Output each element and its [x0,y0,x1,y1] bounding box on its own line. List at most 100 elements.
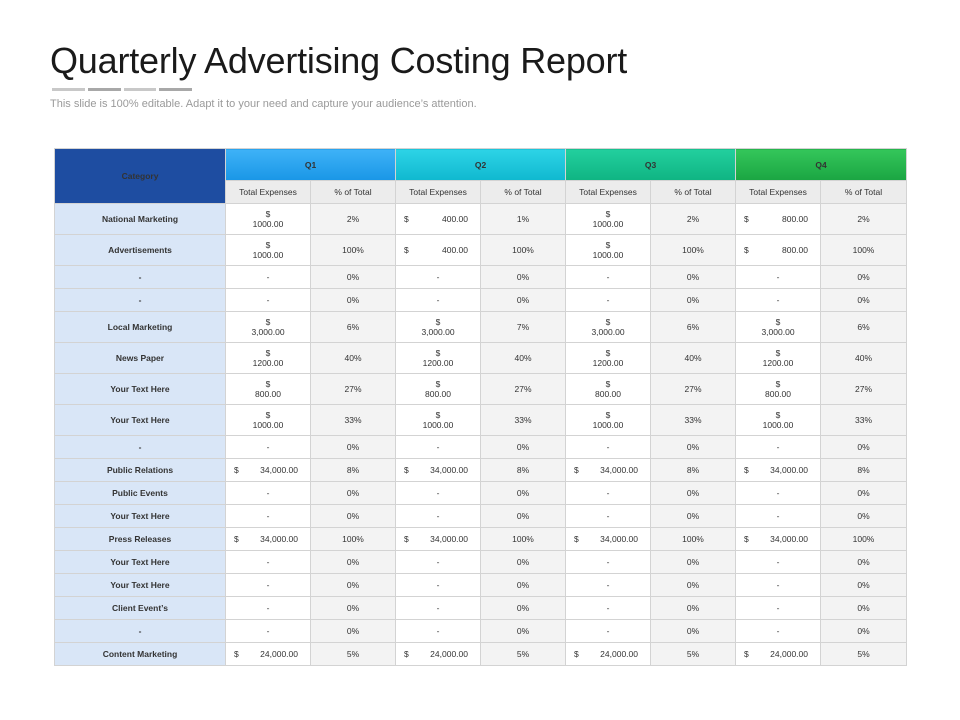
q2-percent-of-total-cell: 8% [480,458,566,482]
q3-total-expenses-cell: - [565,265,651,289]
currency-symbol: $ [744,649,749,659]
amount-value: 1000.00 [252,250,284,260]
amount-value: 800.00 [782,245,808,255]
q1-percent-of-total-cell: 0% [310,573,396,597]
amount-value: 3,000.00 [591,327,625,337]
amount-value: 800.00 [765,389,791,399]
amount-value: 34,000.00 [430,465,468,475]
currency-symbol: $ [404,534,409,544]
category-cell: Public Events [54,481,226,505]
currency-symbol: $ [404,649,409,659]
subheader-percent-of-total: % of Total [820,180,907,204]
currency-symbol: $ [265,317,271,327]
currency-symbol: $ [744,214,749,224]
q1-total-expenses-cell: $1000.00 [225,203,311,235]
q1-total-expenses-cell: $1200.00 [225,342,311,374]
q4-percent-of-total-cell: 33% [820,404,907,436]
q4-total-expenses-cell: $800.00 [735,203,821,235]
q1-total-expenses-cell: - [225,265,311,289]
category-cell: Your Text Here [54,373,226,405]
currency-symbol: $ [234,649,239,659]
currency-symbol: $ [574,465,579,475]
amount-value: 400.00 [442,214,468,224]
amount-value: 34,000.00 [260,534,298,544]
currency-symbol: $ [775,379,781,389]
q3-total-expenses-cell: $800.00 [565,373,651,405]
q2-total-expenses-cell: - [395,573,481,597]
q3-percent-of-total-cell: 0% [650,619,736,643]
amount-value: 3,000.00 [761,327,795,337]
q3-percent-of-total-cell: 0% [650,288,736,312]
q3-total-expenses-cell: - [565,288,651,312]
q3-percent-of-total-cell: 5% [650,642,736,666]
q4-percent-of-total-cell: 0% [820,573,907,597]
q4-percent-of-total-cell: 0% [820,481,907,505]
currency-symbol: $ [265,410,271,420]
q2-total-expenses-cell: $1200.00 [395,342,481,374]
q1-total-expenses-cell: - [225,288,311,312]
category-cell: Client Event’s [54,596,226,620]
table-row: Press Releases $34,000.00 100% $34,000.00 10… [54,527,907,551]
q3-percent-of-total-cell: 0% [650,435,736,459]
q3-total-expenses-cell: - [565,573,651,597]
q3-percent-of-total-cell: 100% [650,527,736,551]
subheader-total-expenses: Total Expenses [565,180,651,204]
category-cell: Local Marketing [54,311,226,343]
quarter-header-q3: Q3 [565,148,736,181]
q1-percent-of-total-cell: 100% [310,527,396,551]
q1-total-expenses-cell: $800.00 [225,373,311,405]
costing-report-table: Category Q1 Q2 Q3 Q4 Total Expenses % of… [54,148,907,666]
q2-percent-of-total-cell: 5% [480,642,566,666]
table-row: Public Relations $34,000.00 8% $34,000.00 8%… [54,458,907,482]
amount-value: 1200.00 [422,358,454,368]
currency-symbol: $ [265,240,271,250]
amount-value: 1200.00 [252,358,284,368]
currency-symbol: $ [234,534,239,544]
q2-total-expenses-cell: - [395,435,481,459]
table-row: Content Marketing $24,000.00 5% $24,000.00 5… [54,642,907,666]
q1-total-expenses-cell: $1000.00 [225,404,311,436]
q2-total-expenses-cell: $24,000.00 [395,642,481,666]
category-cell: - [54,619,226,643]
q1-total-expenses-cell: - [225,481,311,505]
q1-percent-of-total-cell: 0% [310,504,396,528]
q1-total-expenses-cell: $24,000.00 [225,642,311,666]
currency-symbol: $ [775,410,781,420]
amount-value: 800.00 [255,389,281,399]
q4-percent-of-total-cell: 5% [820,642,907,666]
q2-percent-of-total-cell: 100% [480,527,566,551]
q2-percent-of-total-cell: 0% [480,619,566,643]
subheader-total-expenses: Total Expenses [735,180,821,204]
q4-total-expenses-cell: - [735,435,821,459]
amount-value: 1200.00 [592,358,624,368]
amount-value: 800.00 [595,389,621,399]
q1-total-expenses-cell: $1000.00 [225,234,311,266]
q2-total-expenses-cell: - [395,550,481,574]
table-row: Your Text Here $1000.00 33% $1000.00 33% $100… [54,404,907,436]
table-row: Local Marketing $3,000.00 6% $3,000.00 7% $3,… [54,311,907,343]
amount-value: 1000.00 [252,219,284,229]
q2-total-expenses-cell: - [395,504,481,528]
q3-percent-of-total-cell: 27% [650,373,736,405]
q4-total-expenses-cell: $1200.00 [735,342,821,374]
amount-value: 3,000.00 [251,327,285,337]
q4-total-expenses-cell: - [735,288,821,312]
q4-total-expenses-cell: $34,000.00 [735,458,821,482]
q4-total-expenses-cell: - [735,265,821,289]
amount-value: 34,000.00 [770,465,808,475]
q3-total-expenses-cell: $34,000.00 [565,527,651,551]
category-cell: Your Text Here [54,504,226,528]
q1-total-expenses-cell: $34,000.00 [225,527,311,551]
table-row: Your Text Here -0% -0% -0% -0% [54,504,907,528]
table-row: Your Text Here -0% -0% -0% -0% [54,573,907,597]
quarter-header-q2: Q2 [395,148,566,181]
q1-percent-of-total-cell: 33% [310,404,396,436]
table-row: - -0% -0% -0% -0% [54,265,907,289]
amount-value: 800.00 [425,389,451,399]
subheader-percent-of-total: % of Total [650,180,736,204]
amount-value: 24,000.00 [430,649,468,659]
q1-total-expenses-cell: - [225,550,311,574]
q2-total-expenses-cell: - [395,288,481,312]
q3-total-expenses-cell: - [565,504,651,528]
currency-symbol: $ [234,465,239,475]
